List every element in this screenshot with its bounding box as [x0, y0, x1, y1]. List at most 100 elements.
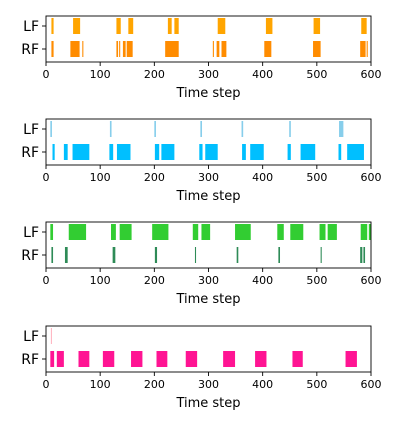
bar-lf-4 — [241, 121, 244, 137]
bar-lf-4 — [152, 224, 169, 240]
bar-lf-5 — [289, 121, 291, 137]
bar-rf-3 — [116, 41, 119, 57]
bar-rf-10 — [345, 351, 357, 367]
bar-lf-3 — [128, 18, 134, 34]
y-tick-label-rf: RF — [21, 248, 39, 264]
bar-lf-1 — [109, 121, 112, 137]
bar-rf-0 — [51, 247, 54, 263]
bar-rf-3 — [109, 144, 114, 160]
bar-rf-12 — [313, 41, 321, 57]
chart-2: LF RF 0 100 200 300 400 500 600 Time step — [21, 118, 382, 204]
y-tick-label-lf: LF — [23, 19, 39, 35]
x-tick-label: 200 — [144, 171, 165, 184]
bar-rf-8 — [360, 247, 363, 263]
y-tick-label-rf: RF — [21, 145, 39, 161]
bar-rf-6 — [161, 144, 175, 160]
bar-lf-8 — [277, 224, 284, 240]
y-tick-label-lf: LF — [23, 122, 39, 138]
x-tick-label: 200 — [144, 274, 165, 287]
bar-lf-1 — [68, 224, 87, 240]
bar-lf-2 — [154, 121, 156, 137]
x-tick-label: 0 — [43, 68, 50, 81]
bar-rf-5 — [236, 247, 239, 263]
x-tick-label: 100 — [90, 171, 111, 184]
x-tick-label: 400 — [252, 68, 273, 81]
bar-rf-7 — [223, 351, 236, 367]
bar-rf-4 — [116, 144, 131, 160]
bar-rf-8 — [212, 41, 214, 57]
bar-rf-6 — [278, 247, 281, 263]
bar-rf-1 — [63, 144, 68, 160]
x-tick-label: 0 — [43, 274, 50, 287]
bar-lf-0 — [50, 224, 54, 240]
x-tick-label: 400 — [252, 171, 273, 184]
bar-lf-6 — [217, 18, 226, 34]
bar-lf-5 — [192, 224, 199, 240]
bar-lf-7 — [265, 18, 273, 34]
x-tick-label: 500 — [306, 68, 327, 81]
bar-lf-9 — [290, 224, 304, 240]
x-axis-label: Time step — [175, 292, 240, 307]
bar-rf-4 — [131, 351, 143, 367]
bar-rf-14 — [366, 41, 368, 57]
x-tick-label: 600 — [361, 68, 382, 81]
bar-lf-2 — [111, 224, 116, 240]
x-tick-label: 600 — [361, 171, 382, 184]
bar-rf-5 — [154, 144, 160, 160]
bar-rf-9 — [363, 247, 366, 263]
x-tick-label: 500 — [306, 171, 327, 184]
chart-4: LF RF 0 100 200 300 400 500 600 Time step — [21, 325, 382, 411]
bar-rf-9 — [242, 144, 246, 160]
x-tick-label: 0 — [43, 378, 50, 391]
bar-rf-12 — [300, 144, 316, 160]
bar-lf-3 — [119, 224, 132, 240]
x-tick-label: 200 — [144, 378, 165, 391]
bar-rf-0 — [51, 41, 54, 57]
bar-rf-7 — [320, 247, 322, 263]
bar-rf-4 — [119, 41, 121, 57]
bar-lf-4 — [167, 18, 172, 34]
bar-rf-5 — [156, 351, 168, 367]
x-tick-label: 300 — [198, 378, 219, 391]
bar-lf-11 — [327, 224, 337, 240]
y-tick-label-lf: LF — [23, 329, 39, 345]
x-tick-label: 300 — [198, 171, 219, 184]
bar-lf-0 — [50, 121, 52, 137]
bar-rf-2 — [82, 41, 84, 57]
x-axis-label: Time step — [175, 396, 240, 411]
plot-frame — [45, 325, 372, 373]
x-tick-label: 0 — [43, 171, 50, 184]
bar-rf-3 — [154, 247, 158, 263]
x-tick-label: 100 — [90, 274, 111, 287]
bar-lf-7 — [235, 224, 251, 240]
x-tick-label: 500 — [306, 274, 327, 287]
bar-rf-14 — [347, 144, 364, 160]
bar-rf-10 — [221, 41, 227, 57]
bar-lf-3 — [200, 121, 203, 137]
bar-rf-8 — [205, 144, 218, 160]
bar-rf-9 — [292, 351, 303, 367]
bar-lf-10 — [319, 224, 326, 240]
bar-lf-6 — [201, 224, 211, 240]
x-tick-label: 400 — [252, 274, 273, 287]
bar-lf-0 — [51, 18, 54, 34]
x-tick-label: 300 — [198, 68, 219, 81]
bar-rf-2 — [72, 144, 90, 160]
chart-3: LF RF 0 100 200 300 400 500 600 Time step — [21, 221, 382, 307]
bar-rf-11 — [264, 41, 272, 57]
bar-lf-8 — [313, 18, 321, 34]
bar-rf-2 — [112, 247, 116, 263]
x-tick-label: 400 — [252, 378, 273, 391]
bar-rf-8 — [255, 351, 267, 367]
bar-lf-6 — [339, 121, 344, 137]
bar-lf-0 — [50, 328, 52, 344]
x-tick-label: 600 — [361, 378, 382, 391]
bar-rf-6 — [126, 41, 133, 57]
bar-rf-4 — [194, 247, 197, 263]
y-tick-label-rf: RF — [21, 352, 39, 368]
bar-rf-2 — [78, 351, 90, 367]
bar-lf-1 — [73, 18, 81, 34]
bar-rf-11 — [287, 144, 291, 160]
plot-frame — [45, 15, 372, 63]
